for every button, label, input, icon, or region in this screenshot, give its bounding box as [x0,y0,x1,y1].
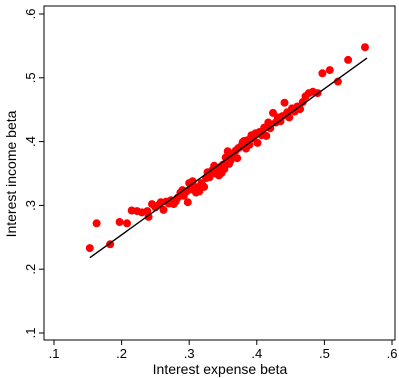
data-point [123,219,131,228]
data-point [344,55,353,64]
y-axis-ticks: .1 .2 .3 .4 .5 .6 [23,9,44,339]
y-tick-label: .3 [23,200,38,211]
y-tick-label: .2 [23,264,38,275]
x-tick-label: .6 [387,346,398,361]
data-point [233,154,242,163]
data-point [200,182,209,191]
x-axis-ticks: .1 .2 .3 .4 .5 .6 [49,340,398,361]
plot-frame [43,5,396,341]
data-point [92,219,101,228]
y-tick-label: .4 [23,136,38,147]
data-points [85,43,369,253]
x-tick-label: .1 [49,346,60,361]
data-point [361,43,369,52]
y-tick-label: .5 [23,72,38,83]
data-point [159,205,168,214]
y-tick-label: .1 [23,328,38,339]
data-point [280,98,289,107]
data-point [183,198,192,207]
x-axis-title: Interest expense beta [153,361,288,377]
fit-line [89,57,368,259]
x-tick-label: .5 [319,346,330,361]
x-tick-label: .3 [184,346,195,361]
y-axis-title: Interest income beta [3,110,19,237]
data-point [253,138,262,147]
data-point [245,140,254,149]
data-point [262,131,271,140]
data-point [325,66,334,75]
x-tick-label: .2 [116,346,127,361]
data-point [115,218,124,226]
data-point [318,69,327,78]
data-point [220,165,229,173]
data-point [144,212,153,221]
data-point [85,244,94,253]
x-tick-label: .4 [251,346,262,361]
y-tick-label: .6 [23,9,38,20]
